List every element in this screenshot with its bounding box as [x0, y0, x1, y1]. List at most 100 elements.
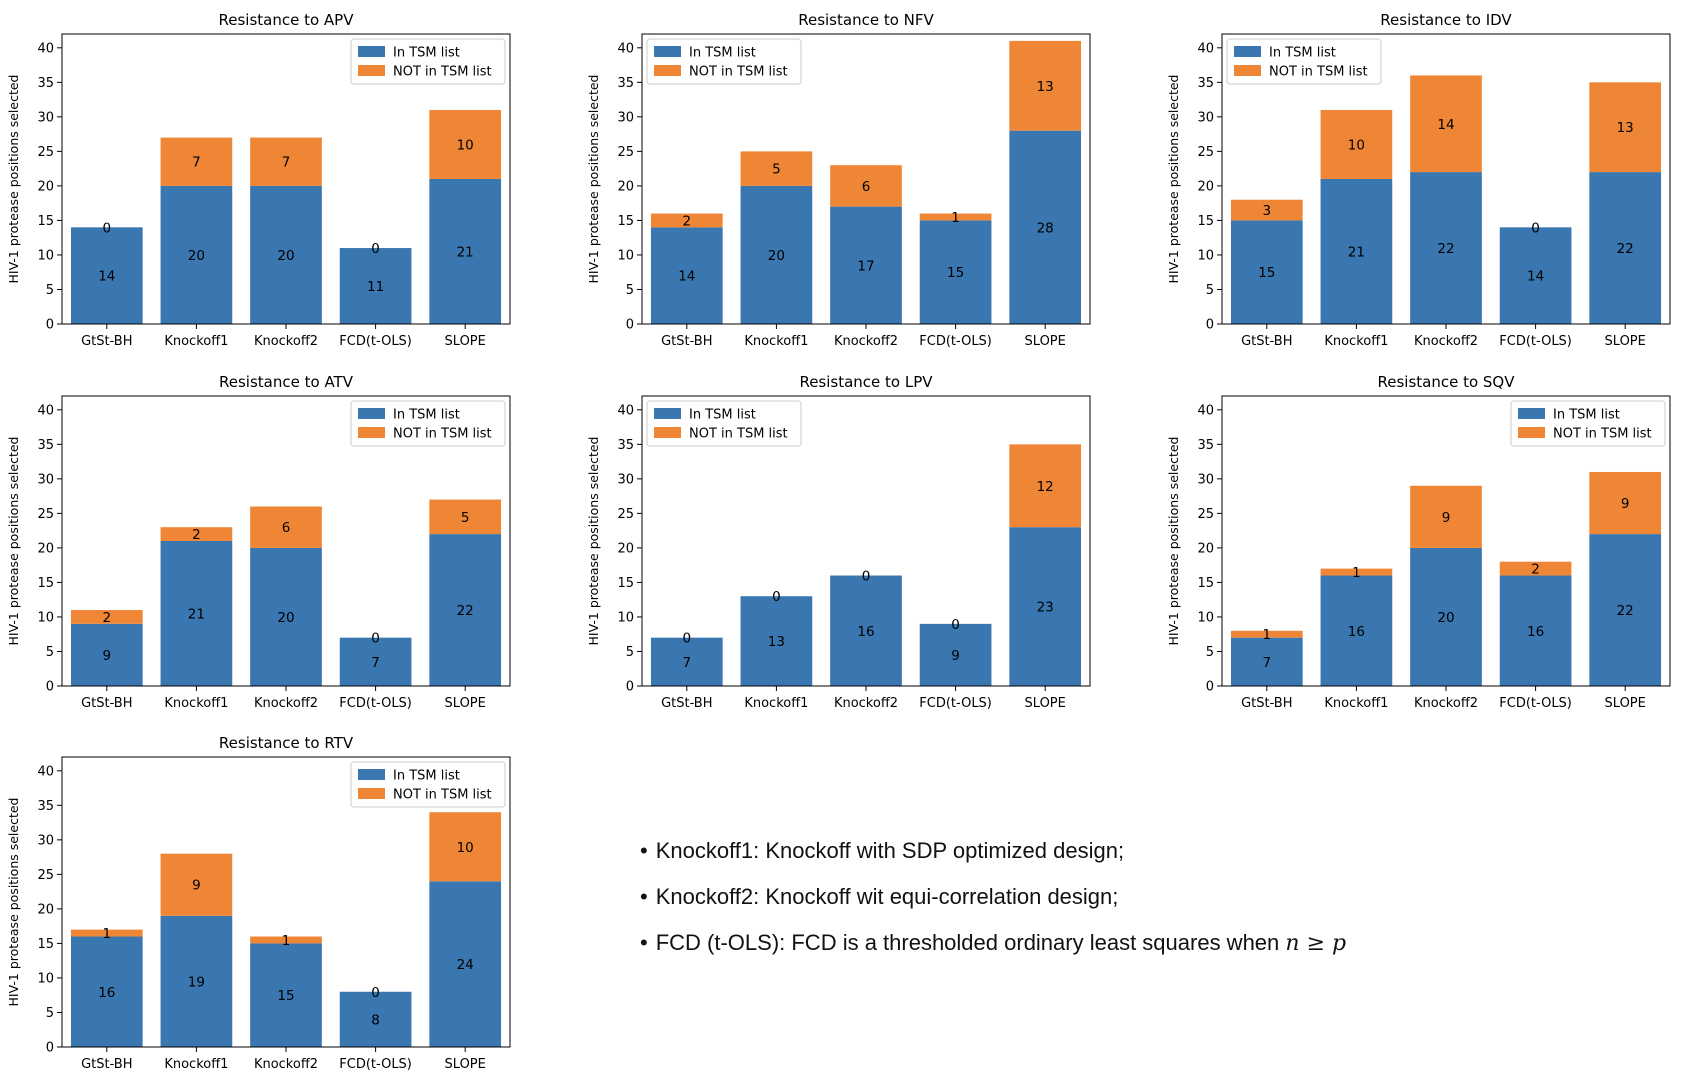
note-knockoff1: Knockoff1: Knockoff with SDP optimized d… — [640, 838, 1346, 864]
data-label-not-in-tsm: 6 — [282, 520, 291, 536]
chart-title: Resistance to ATV — [219, 373, 354, 391]
data-label-in-tsm: 21 — [188, 607, 205, 623]
y-tick-label: 20 — [1197, 179, 1214, 194]
legend: In TSM list NOT in TSM list — [1226, 38, 1382, 85]
data-label-in-tsm: 9 — [103, 648, 112, 664]
legend-box — [646, 400, 802, 447]
x-tick-label: FCD(t-OLS) — [1499, 696, 1572, 711]
bar-not-in-tsm-1 — [160, 853, 233, 916]
note-fcd-text: FCD (t-OLS): FCD is a thresholded ordina… — [655, 930, 1280, 955]
y-tick-label: 25 — [37, 145, 54, 160]
bar-not-in-tsm-4 — [429, 812, 502, 882]
y-tick-label: 25 — [1197, 145, 1214, 160]
chart-title: Resistance to LPV — [799, 373, 933, 391]
legend-label-1: NOT in TSM list — [393, 788, 492, 803]
bar-not-in-tsm-1 — [1320, 568, 1393, 576]
y-tick-label: 15 — [37, 576, 54, 591]
data-label-not-in-tsm: 13 — [1617, 120, 1634, 136]
bar-not-in-tsm-4 — [1589, 471, 1662, 535]
bar-not-in-tsm-4 — [1589, 82, 1662, 173]
x-tick-label: GtSt-BH — [1241, 696, 1292, 711]
legend-swatch-1 — [654, 427, 681, 438]
bar-not-in-tsm-2 — [1410, 485, 1482, 548]
y-tick-label: 40 — [1197, 403, 1214, 418]
bar-in-tsm-1 — [1320, 179, 1393, 324]
bar-in-tsm-3 — [339, 637, 412, 686]
bar-in-tsm-0 — [70, 623, 143, 686]
y-tick-label: 40 — [1197, 41, 1214, 56]
bar-in-tsm-4 — [1589, 534, 1662, 686]
bar-in-tsm-3 — [1499, 227, 1572, 324]
legend-label-1: NOT in TSM list — [1269, 65, 1368, 80]
x-tick-label: Knockoff2 — [834, 334, 898, 349]
y-tick-label: 30 — [617, 110, 634, 125]
y-tick-label: 5 — [1206, 283, 1214, 298]
data-label-not-in-tsm: 1 — [1352, 565, 1361, 581]
x-tick-label: Knockoff1 — [744, 334, 808, 349]
chart-4: Resistance to LPV HIV-1 protease position… — [586, 373, 1091, 711]
legend-swatch-1 — [358, 65, 385, 76]
axes-frame — [61, 395, 511, 687]
legend-label-0: In TSM list — [1553, 408, 1620, 423]
data-label-in-tsm: 20 — [768, 248, 785, 264]
x-tick-label: SLOPE — [1605, 696, 1646, 711]
legend-swatch-0 — [654, 46, 681, 57]
chart-0: Resistance to APV HIV-1 protease position… — [6, 11, 511, 349]
y-tick-label: 35 — [617, 76, 634, 91]
legend: In TSM list NOT in TSM list — [350, 761, 506, 808]
y-tick-label: 0 — [626, 318, 634, 333]
y-tick-label: 10 — [617, 610, 634, 625]
legend-label-1: NOT in TSM list — [393, 65, 492, 80]
legend-label-0: In TSM list — [1269, 46, 1336, 61]
bar-in-tsm-2 — [250, 185, 322, 324]
y-tick-label: 5 — [46, 1006, 54, 1021]
note-fcd: FCD (t-OLS): FCD is a thresholded ordina… — [640, 930, 1346, 956]
data-label-in-tsm: 19 — [188, 974, 205, 990]
legend-swatch-1 — [1518, 427, 1545, 438]
axes-frame — [61, 756, 511, 1048]
data-label-in-tsm: 13 — [768, 634, 785, 650]
y-tick-label: 40 — [617, 41, 634, 56]
y-tick-label: 15 — [617, 214, 634, 229]
data-label-in-tsm: 16 — [1348, 624, 1365, 640]
y-tick-label: 30 — [37, 110, 54, 125]
y-tick-label: 35 — [617, 438, 634, 453]
x-tick-label: SLOPE — [1025, 334, 1066, 349]
y-tick-label: 30 — [37, 472, 54, 487]
bar-in-tsm-2 — [250, 943, 322, 1047]
y-tick-label: 10 — [37, 248, 54, 263]
bar-in-tsm-4 — [1589, 172, 1662, 324]
data-label-in-tsm: 20 — [277, 248, 294, 264]
legend-swatch-0 — [358, 769, 385, 780]
y-tick-label: 15 — [37, 214, 54, 229]
legend-swatch-0 — [358, 408, 385, 419]
x-tick-label: Knockoff2 — [1414, 334, 1478, 349]
data-label-in-tsm: 22 — [1617, 241, 1634, 257]
bar-in-tsm-2 — [1410, 172, 1482, 324]
data-label-in-tsm: 20 — [277, 610, 294, 626]
x-tick-label: Knockoff1 — [1324, 334, 1388, 349]
bar-not-in-tsm-0 — [650, 213, 723, 228]
legend-swatch-0 — [1518, 408, 1545, 419]
y-tick-label: 15 — [37, 937, 54, 952]
data-label-in-tsm: 20 — [188, 248, 205, 264]
data-label-not-in-tsm: 0 — [772, 589, 781, 605]
data-label-not-in-tsm: 1 — [103, 926, 112, 942]
bar-in-tsm-0 — [70, 936, 143, 1047]
bar-not-in-tsm-4 — [429, 499, 502, 535]
x-tick-label: Knockoff1 — [164, 1057, 228, 1072]
data-label-in-tsm: 16 — [857, 624, 874, 640]
data-label-not-in-tsm: 5 — [772, 162, 781, 178]
y-tick-label: 0 — [46, 318, 54, 333]
legend-box — [350, 761, 506, 808]
x-tick-label: GtSt-BH — [661, 696, 712, 711]
data-label-in-tsm: 9 — [951, 648, 960, 664]
data-label-in-tsm: 8 — [371, 1012, 380, 1028]
data-label-in-tsm: 14 — [1527, 269, 1544, 285]
y-tick-label: 40 — [37, 764, 54, 779]
y-tick-label: 25 — [37, 507, 54, 522]
legend-swatch-1 — [358, 427, 385, 438]
y-tick-label: 25 — [37, 868, 54, 883]
data-label-not-in-tsm: 6 — [862, 179, 871, 195]
y-tick-label: 5 — [1206, 645, 1214, 660]
